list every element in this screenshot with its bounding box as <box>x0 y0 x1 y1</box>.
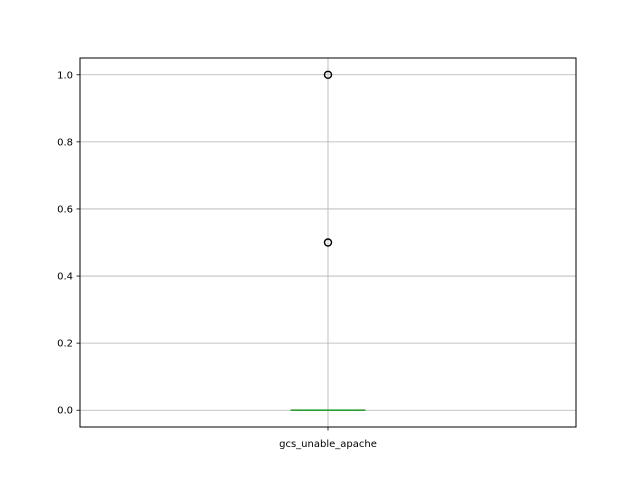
outlier-point <box>323 238 333 247</box>
y-tick-label: 1.0 <box>57 70 73 81</box>
plot-data <box>290 70 366 412</box>
y-tick-label: 0.6 <box>57 204 73 215</box>
grid-lines <box>80 58 576 427</box>
y-tick-label: 0.0 <box>57 406 73 417</box>
outlier-point <box>323 70 333 79</box>
y-tick-label: 0.4 <box>57 272 73 283</box>
y-axis-ticks: 0.0 0.2 0.4 0.6 0.8 1.0 <box>57 70 80 417</box>
x-axis-ticks: gcs_unable_apache <box>279 427 377 450</box>
y-tick-label: 0.8 <box>57 137 73 148</box>
y-tick-label: 0.2 <box>57 339 73 350</box>
x-tick-label: gcs_unable_apache <box>279 439 377 450</box>
